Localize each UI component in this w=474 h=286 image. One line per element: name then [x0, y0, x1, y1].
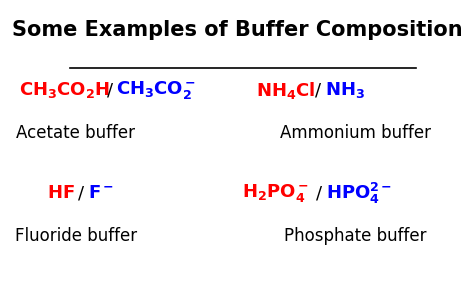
Text: Ammonium buffer: Ammonium buffer — [280, 124, 431, 142]
Text: $\mathbf{NH_4Cl}$: $\mathbf{NH_4Cl}$ — [256, 80, 315, 101]
Text: Phosphate buffer: Phosphate buffer — [284, 227, 427, 245]
Text: $\mathbf{H_2PO_4^-}$: $\mathbf{H_2PO_4^-}$ — [242, 182, 309, 204]
Text: $\mathbf{CH_3CO_2^-}$: $\mathbf{CH_3CO_2^-}$ — [116, 79, 196, 101]
Text: $\mathbf{HF}$: $\mathbf{HF}$ — [47, 184, 75, 202]
Text: $\mathbf{NH_3}$: $\mathbf{NH_3}$ — [325, 80, 365, 100]
Text: $\mathbf{HPO_4^{2-}}$: $\mathbf{HPO_4^{2-}}$ — [326, 180, 392, 206]
Text: Fluoride buffer: Fluoride buffer — [15, 227, 137, 245]
Text: /: / — [107, 81, 113, 99]
Text: $\mathbf{F^-}$: $\mathbf{F^-}$ — [88, 184, 114, 202]
Text: /: / — [78, 184, 84, 202]
Text: Some Examples of Buffer Composition: Some Examples of Buffer Composition — [12, 20, 462, 40]
Text: /: / — [316, 184, 322, 202]
Text: $\mathbf{CH_3CO_2H}$: $\mathbf{CH_3CO_2H}$ — [19, 80, 110, 100]
Text: Acetate buffer: Acetate buffer — [16, 124, 136, 142]
Text: /: / — [315, 81, 321, 99]
